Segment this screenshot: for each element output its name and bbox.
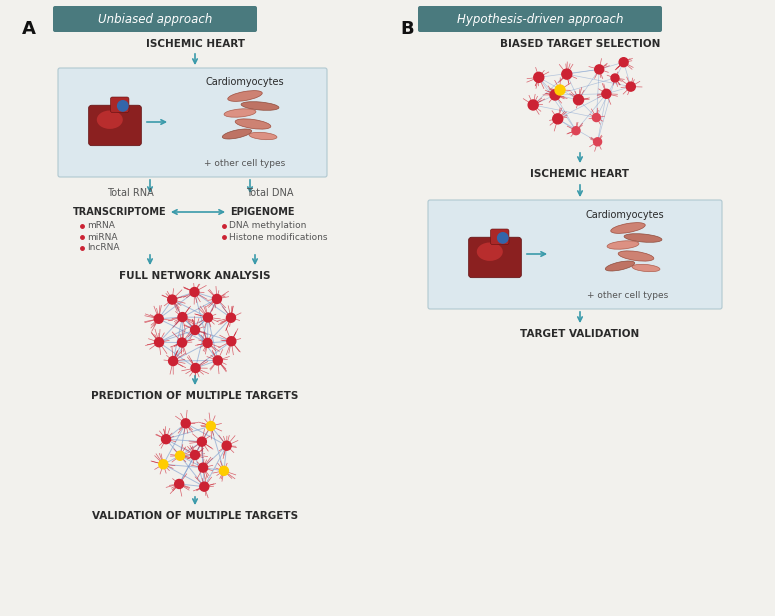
- Circle shape: [206, 421, 215, 431]
- Ellipse shape: [222, 129, 252, 139]
- Circle shape: [572, 127, 580, 135]
- FancyBboxPatch shape: [88, 105, 141, 146]
- Circle shape: [203, 313, 212, 322]
- Circle shape: [178, 312, 187, 322]
- FancyBboxPatch shape: [428, 200, 722, 309]
- FancyBboxPatch shape: [58, 68, 327, 177]
- Text: + other cell types: + other cell types: [205, 158, 286, 168]
- Text: Total DNA: Total DNA: [246, 188, 294, 198]
- Circle shape: [213, 356, 222, 365]
- Ellipse shape: [618, 251, 654, 261]
- Ellipse shape: [97, 110, 122, 129]
- Circle shape: [594, 138, 601, 146]
- Circle shape: [154, 314, 164, 323]
- Circle shape: [553, 114, 563, 124]
- Circle shape: [555, 85, 565, 95]
- Text: ISCHEMIC HEART: ISCHEMIC HEART: [146, 39, 244, 49]
- Circle shape: [626, 82, 636, 91]
- Circle shape: [198, 437, 206, 446]
- FancyBboxPatch shape: [110, 97, 129, 113]
- Text: VALIDATION OF MULTIPLE TARGETS: VALIDATION OF MULTIPLE TARGETS: [92, 511, 298, 521]
- Text: A: A: [22, 20, 36, 38]
- Ellipse shape: [605, 261, 635, 271]
- Text: Total RNA: Total RNA: [107, 188, 153, 198]
- Circle shape: [550, 90, 560, 100]
- Text: Hypothesis-driven approach: Hypothesis-driven approach: [456, 14, 623, 26]
- Circle shape: [198, 463, 208, 472]
- FancyBboxPatch shape: [469, 237, 522, 278]
- Circle shape: [212, 294, 222, 304]
- Circle shape: [222, 441, 231, 450]
- Circle shape: [181, 419, 190, 428]
- Circle shape: [602, 89, 611, 99]
- Text: + other cell types: + other cell types: [587, 291, 669, 299]
- Text: TARGET VALIDATION: TARGET VALIDATION: [520, 329, 639, 339]
- Text: TRANSCRIPTOME: TRANSCRIPTOME: [73, 207, 167, 217]
- Ellipse shape: [241, 102, 279, 110]
- Circle shape: [594, 65, 604, 74]
- Text: BIASED TARGET SELECTION: BIASED TARGET SELECTION: [500, 39, 660, 49]
- Text: miRNA: miRNA: [87, 232, 118, 241]
- Ellipse shape: [224, 109, 256, 117]
- Circle shape: [154, 338, 164, 347]
- FancyBboxPatch shape: [418, 6, 662, 32]
- Circle shape: [169, 357, 177, 365]
- Circle shape: [592, 113, 601, 121]
- Circle shape: [191, 363, 200, 373]
- Circle shape: [219, 466, 229, 476]
- Ellipse shape: [607, 241, 639, 249]
- Circle shape: [227, 337, 236, 346]
- Ellipse shape: [611, 222, 646, 233]
- Text: FULL NETWORK ANALYSIS: FULL NETWORK ANALYSIS: [119, 271, 270, 281]
- Ellipse shape: [624, 233, 662, 242]
- FancyBboxPatch shape: [53, 6, 257, 32]
- Text: mRNA: mRNA: [87, 222, 115, 230]
- Circle shape: [118, 100, 128, 111]
- Circle shape: [191, 450, 199, 460]
- Circle shape: [190, 288, 199, 296]
- Ellipse shape: [228, 91, 262, 102]
- Circle shape: [159, 460, 168, 469]
- Text: B: B: [400, 20, 414, 38]
- Text: ISCHEMIC HEART: ISCHEMIC HEART: [531, 169, 629, 179]
- Ellipse shape: [235, 119, 270, 129]
- Circle shape: [619, 58, 628, 67]
- Circle shape: [203, 338, 212, 347]
- Circle shape: [226, 314, 236, 322]
- Circle shape: [175, 451, 184, 460]
- Text: DNA methylation: DNA methylation: [229, 222, 306, 230]
- Text: Histone modifications: Histone modifications: [229, 232, 328, 241]
- Text: PREDICTION OF MULTIPLE TARGETS: PREDICTION OF MULTIPLE TARGETS: [91, 391, 298, 401]
- Ellipse shape: [477, 243, 503, 261]
- Circle shape: [177, 338, 187, 347]
- FancyBboxPatch shape: [491, 229, 509, 245]
- Text: EPIGENOME: EPIGENOME: [229, 207, 294, 217]
- Circle shape: [534, 72, 544, 83]
- Circle shape: [562, 69, 572, 79]
- Circle shape: [167, 295, 177, 304]
- Text: Cardiomyocytes: Cardiomyocytes: [586, 210, 664, 220]
- Ellipse shape: [249, 132, 277, 140]
- Circle shape: [574, 95, 584, 105]
- Circle shape: [529, 100, 538, 110]
- Circle shape: [191, 325, 199, 334]
- Ellipse shape: [632, 264, 660, 272]
- Circle shape: [174, 479, 184, 488]
- Circle shape: [161, 435, 170, 444]
- Text: Unbiased approach: Unbiased approach: [98, 14, 212, 26]
- Text: lncRNA: lncRNA: [87, 243, 119, 253]
- Circle shape: [498, 233, 508, 243]
- Text: Cardiomyocytes: Cardiomyocytes: [205, 77, 284, 87]
- Circle shape: [611, 74, 619, 82]
- Circle shape: [200, 482, 208, 491]
